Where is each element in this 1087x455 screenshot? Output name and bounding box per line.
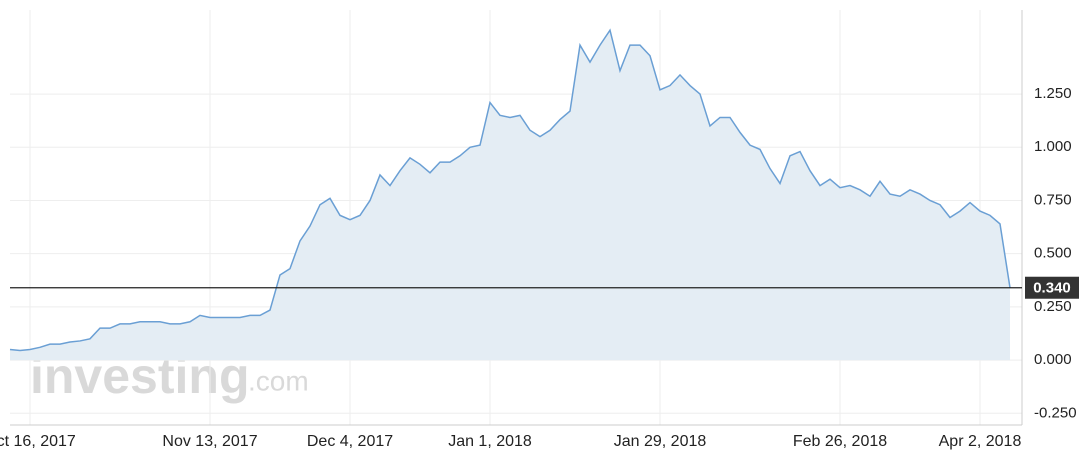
y-tick-label: 1.250 — [1034, 85, 1072, 102]
y-tick-label: -0.250 — [1034, 404, 1077, 421]
y-tick-label: 0.750 — [1034, 191, 1072, 208]
area — [10, 30, 1010, 361]
y-tick-label: 0.250 — [1034, 298, 1072, 315]
x-tick-label: Dec 4, 2017 — [307, 433, 393, 450]
y-tick-label: 0.500 — [1034, 245, 1072, 262]
x-tick-label: Jan 29, 2018 — [614, 433, 707, 450]
x-tick-label: Apr 2, 2018 — [939, 433, 1022, 450]
current-value-box — [1025, 276, 1079, 299]
y-tick-label: 1.000 — [1034, 138, 1072, 155]
x-tick-label: Feb 26, 2018 — [793, 433, 887, 450]
current-value-label: 0.340 — [1033, 280, 1071, 297]
x-tick-label: Jan 1, 2018 — [448, 433, 532, 450]
x-tick-label: Oct 16, 2017 — [0, 433, 76, 450]
line — [9, 28, 1011, 352]
y-tick-label: 0.000 — [1034, 351, 1072, 368]
x-tick-label: Nov 13, 2017 — [162, 433, 257, 450]
watermark-suffix: .com — [248, 365, 309, 396]
